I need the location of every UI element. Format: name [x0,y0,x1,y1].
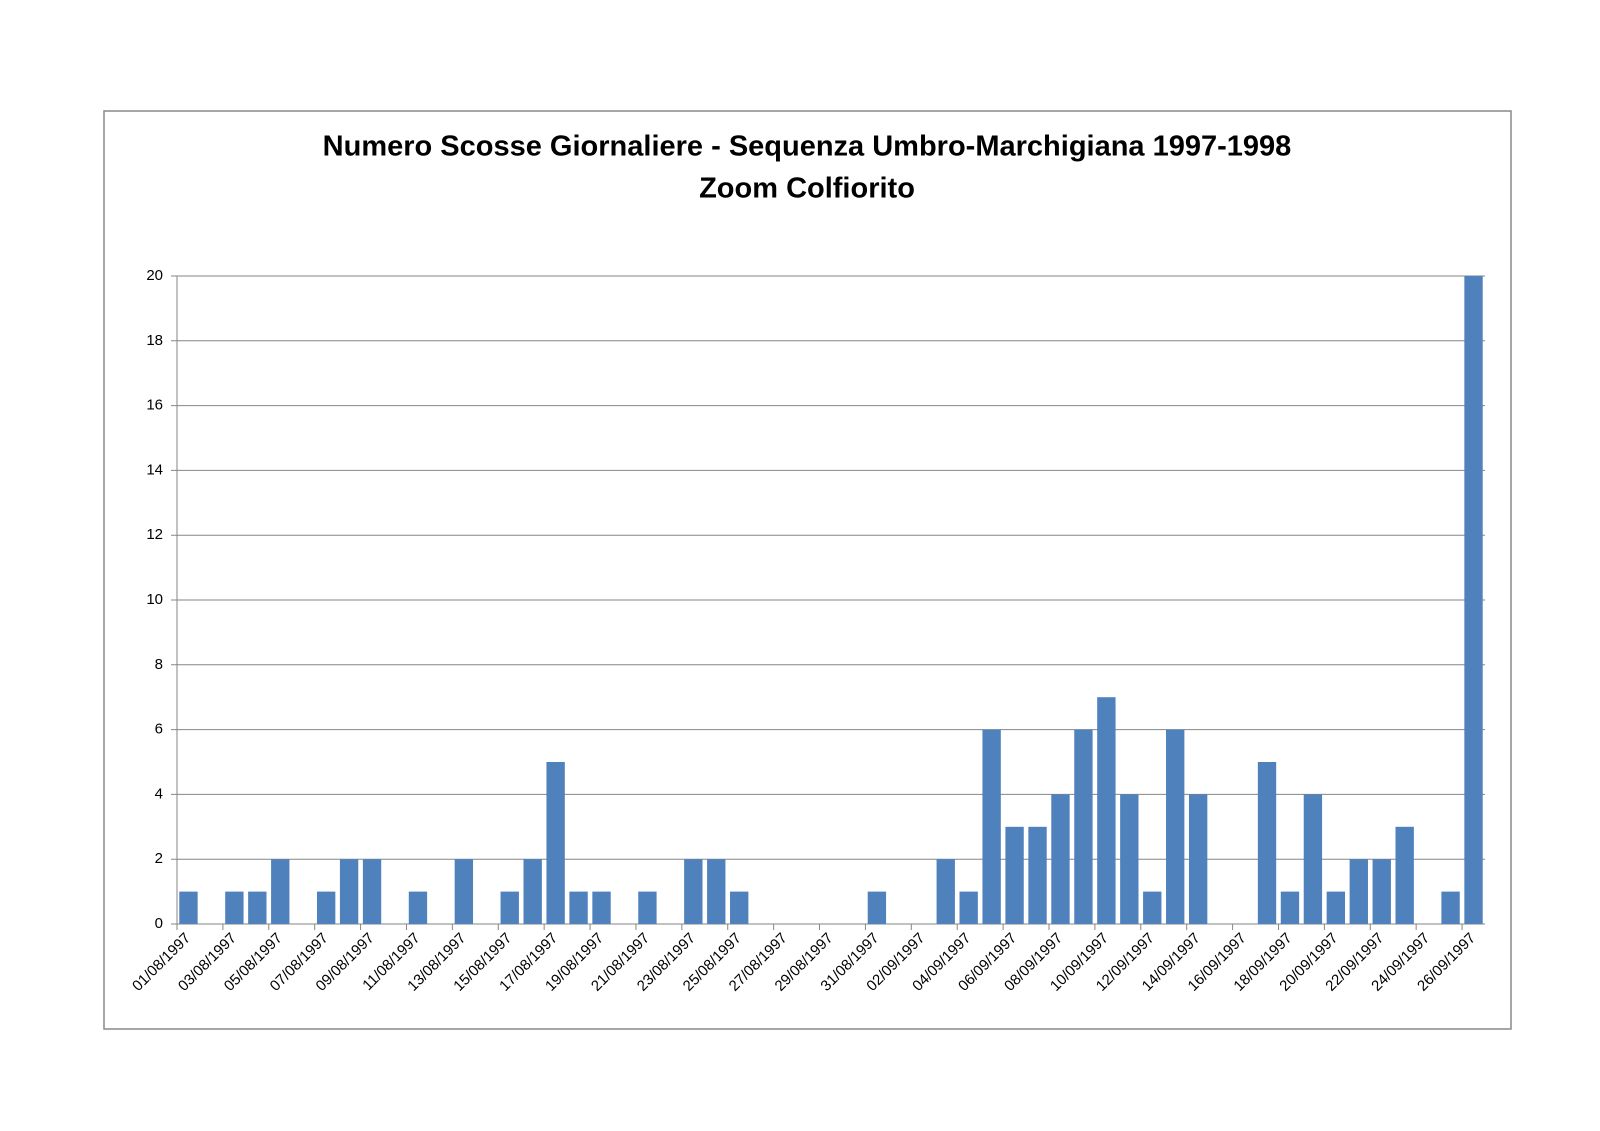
bar [271,859,290,924]
bar [1120,794,1139,924]
bar [1441,891,1460,924]
bar [730,891,749,924]
y-tick-label: 4 [155,785,163,802]
bar [225,891,244,924]
bar [1028,826,1047,924]
bar [546,762,565,924]
bar [316,891,336,924]
bar [1303,794,1323,924]
chart-title: Numero Scosse Giornaliere - Sequenza Umb… [323,131,1292,163]
bar [1051,794,1070,924]
y-tick-label: 12 [146,526,163,543]
bar [707,859,726,924]
y-tick-label: 14 [146,461,163,478]
bar [1143,891,1162,924]
bar [1395,826,1414,924]
bar [936,859,955,924]
chart-frame [103,110,1512,1030]
bar [1097,697,1116,924]
bar [684,859,703,924]
bar [1074,729,1093,924]
bar [1349,859,1368,924]
bar [1257,762,1277,924]
bar [982,729,1001,924]
bar [362,859,382,924]
bar [500,891,519,924]
bar [523,859,542,924]
bar [1464,276,1483,924]
chart-subtitle: Zoom Colfiorito [699,173,915,205]
bar [248,891,267,924]
y-tick-label: 18 [146,332,163,349]
y-tick-label: 0 [155,915,163,932]
bar [179,891,198,924]
bar [569,891,588,924]
bar [1372,859,1391,924]
y-tick-label: 2 [155,850,163,867]
y-tick-label: 10 [146,591,163,608]
bar [638,891,657,924]
bar [867,891,887,924]
bar [1188,794,1208,924]
bar [592,891,611,924]
bar [1326,891,1346,924]
bar [959,891,978,924]
bar [1005,826,1024,924]
y-tick-label: 20 [146,267,163,284]
y-tick-label: 6 [155,721,163,738]
bar [1166,729,1185,924]
bar [1280,891,1300,924]
y-tick-label: 16 [146,397,163,414]
bar [339,859,359,924]
bar [408,891,428,924]
y-tick-label: 8 [155,656,163,673]
bar [454,859,474,924]
